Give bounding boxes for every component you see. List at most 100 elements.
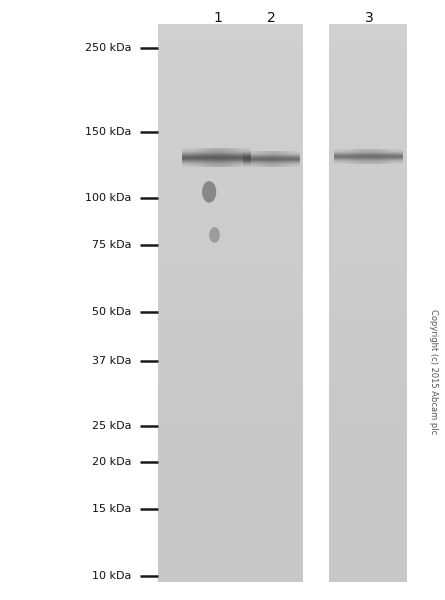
Bar	[231, 148, 233, 167]
Bar	[235, 148, 238, 167]
Bar	[281, 151, 283, 167]
Bar	[348, 149, 350, 164]
Bar	[392, 149, 394, 164]
Text: Copyright (c) 2015 Abcam plc: Copyright (c) 2015 Abcam plc	[429, 310, 438, 434]
Bar	[334, 149, 336, 164]
Text: 37 kDa: 37 kDa	[92, 356, 131, 367]
Bar	[256, 151, 258, 167]
Bar	[158, 24, 407, 46]
Bar	[343, 149, 345, 164]
Ellipse shape	[202, 181, 216, 203]
Bar	[373, 149, 376, 164]
Bar	[158, 203, 407, 225]
Bar	[158, 247, 407, 269]
Bar	[238, 148, 240, 167]
Bar	[378, 149, 380, 164]
Text: 10 kDa: 10 kDa	[92, 571, 131, 581]
Bar	[212, 148, 214, 167]
Bar	[266, 151, 267, 167]
Bar	[158, 46, 407, 68]
Bar	[303, 24, 329, 582]
Bar	[371, 149, 373, 164]
Bar	[380, 149, 382, 164]
Bar	[394, 149, 396, 164]
Bar	[158, 91, 407, 113]
Bar	[396, 149, 398, 164]
Text: 2: 2	[267, 11, 276, 25]
Ellipse shape	[209, 227, 220, 243]
Bar	[389, 149, 392, 164]
Bar	[366, 149, 368, 164]
Bar	[329, 24, 407, 582]
Bar	[291, 151, 293, 167]
Bar	[205, 148, 207, 167]
Bar	[158, 314, 407, 337]
Bar	[258, 151, 260, 167]
Bar	[264, 151, 266, 167]
Bar	[368, 149, 371, 164]
Bar	[201, 148, 203, 167]
Bar	[185, 148, 187, 167]
Bar	[189, 148, 191, 167]
Bar	[270, 151, 271, 167]
Bar	[339, 149, 341, 164]
Bar	[260, 151, 262, 167]
Bar	[244, 148, 247, 167]
Bar	[203, 148, 205, 167]
Bar	[158, 381, 407, 403]
Bar	[285, 151, 287, 167]
Bar	[158, 426, 407, 448]
Text: 50 kDa: 50 kDa	[92, 307, 131, 317]
Bar	[158, 113, 407, 136]
Bar	[283, 151, 285, 167]
Bar	[158, 448, 407, 470]
Bar	[248, 151, 250, 167]
Bar	[293, 151, 295, 167]
Bar	[273, 151, 275, 167]
Bar	[158, 24, 407, 582]
Bar	[387, 149, 389, 164]
Bar	[364, 149, 366, 164]
Bar	[243, 151, 244, 167]
Bar	[207, 148, 210, 167]
Text: 15 kDa: 15 kDa	[92, 505, 131, 514]
Bar	[359, 149, 361, 164]
Bar	[277, 151, 279, 167]
Bar	[233, 148, 235, 167]
Bar	[400, 149, 403, 164]
Bar	[158, 359, 407, 381]
Bar	[226, 148, 228, 167]
Bar	[262, 151, 264, 167]
Bar	[158, 403, 407, 426]
Bar	[217, 148, 219, 167]
Bar	[279, 151, 281, 167]
Bar	[355, 149, 357, 164]
Bar	[158, 136, 407, 158]
Bar	[158, 337, 407, 359]
Bar	[198, 148, 201, 167]
Bar	[242, 148, 244, 167]
Bar	[158, 180, 407, 203]
Bar	[228, 148, 231, 167]
Bar	[271, 151, 273, 167]
Bar	[196, 148, 198, 167]
Bar	[345, 149, 348, 164]
Bar	[267, 151, 270, 167]
Bar	[254, 151, 256, 167]
Bar	[158, 269, 407, 292]
Bar	[221, 148, 223, 167]
Bar	[350, 149, 352, 164]
Text: 250 kDa: 250 kDa	[85, 43, 131, 53]
Text: 3: 3	[365, 11, 374, 25]
Bar	[296, 151, 299, 167]
Bar	[289, 151, 291, 167]
Bar	[352, 149, 355, 164]
Text: 25 kDa: 25 kDa	[92, 421, 131, 431]
Bar	[219, 148, 221, 167]
Text: 75 kDa: 75 kDa	[92, 241, 131, 250]
Bar	[158, 225, 407, 247]
Bar	[182, 148, 185, 167]
Bar	[194, 148, 196, 167]
Bar	[158, 158, 407, 180]
Bar	[287, 151, 289, 167]
